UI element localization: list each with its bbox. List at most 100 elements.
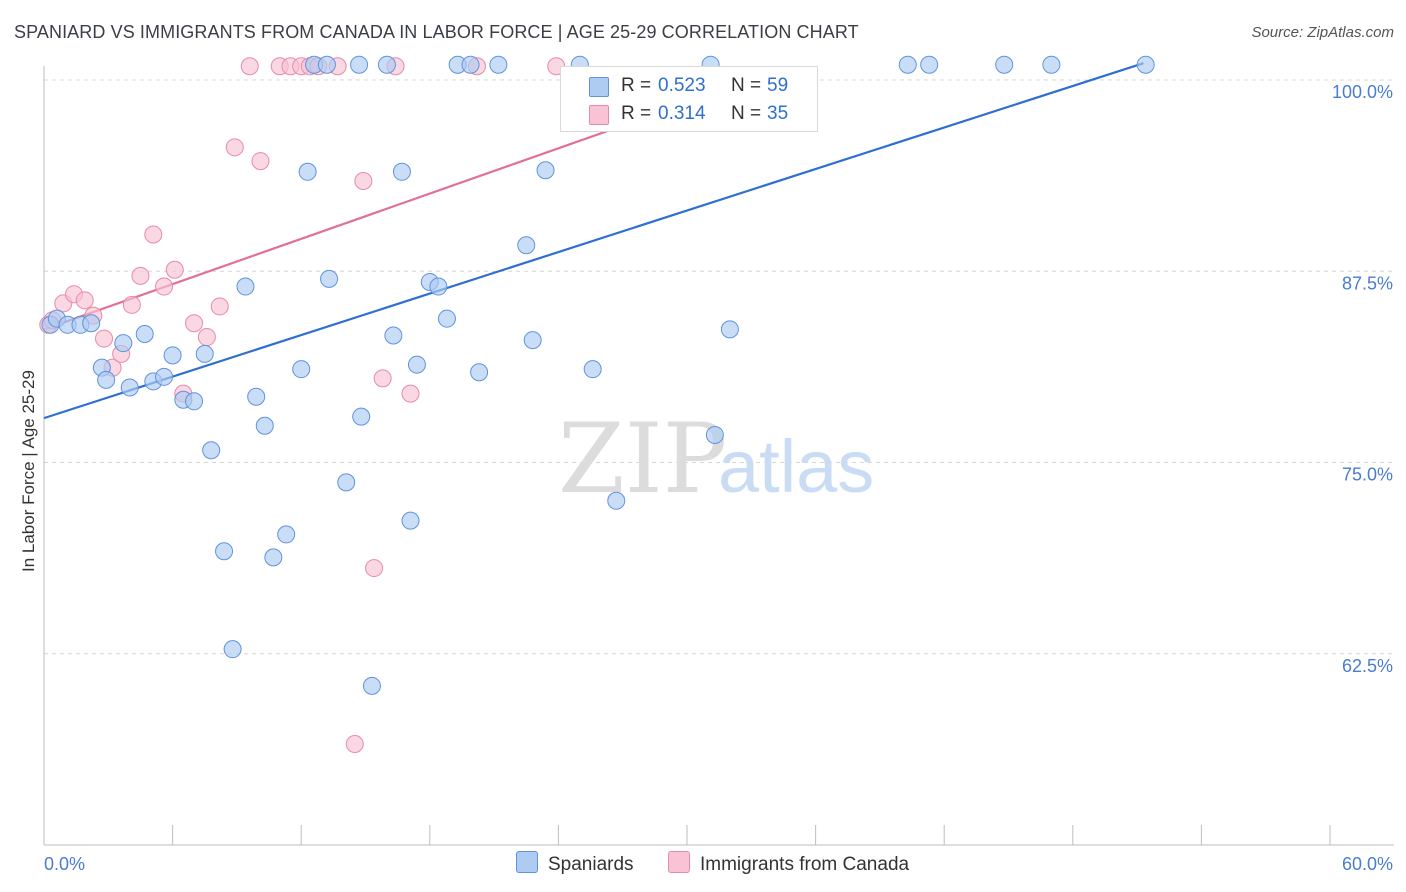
point-spaniards [195, 344, 214, 363]
point-canada [365, 559, 384, 578]
point-spaniards [223, 640, 242, 659]
point-spaniards [155, 367, 174, 386]
point-spaniards [523, 331, 542, 350]
point-spaniards [82, 314, 101, 333]
point-spaniards [898, 55, 917, 74]
legend-swatch-pink [589, 105, 609, 125]
source-credit: Source: ZipAtlas.com [1251, 24, 1394, 41]
point-spaniards [337, 473, 356, 492]
y-tick-label: 62.5% [1342, 656, 1393, 676]
n-value: 35 [767, 103, 789, 124]
x-tick-label: 60.0% [1342, 854, 1393, 874]
point-spaniards [429, 277, 448, 296]
point-spaniards [536, 161, 555, 180]
point-canada [165, 260, 184, 279]
point-spaniards [298, 162, 317, 181]
point-canada [131, 266, 150, 285]
chart-title: SPANIARD VS IMMIGRANTS FROM CANADA IN LA… [14, 22, 859, 42]
point-spaniards [120, 378, 139, 397]
point-spaniards [720, 320, 739, 339]
point-canada [225, 138, 244, 157]
point-spaniards [377, 55, 396, 74]
point-spaniards [1136, 55, 1155, 74]
point-spaniards [185, 392, 204, 411]
point-spaniards [292, 360, 311, 379]
r-value: 0.523 [658, 75, 706, 96]
point-canada [373, 369, 392, 388]
point-canada [240, 57, 259, 76]
point-spaniards [362, 676, 381, 695]
point-canada [122, 295, 141, 314]
y-tick-label: 100.0% [1332, 82, 1393, 102]
trend-line-canada [43, 108, 671, 331]
point-spaniards [489, 55, 508, 74]
watermark-atlas: atlas [718, 425, 874, 508]
point-canada [354, 171, 373, 190]
legend-swatch-blue [516, 851, 538, 873]
point-spaniards [470, 363, 489, 382]
point-spaniards [407, 355, 426, 374]
n-value: 59 [767, 75, 789, 96]
y-tick-label: 87.5% [1342, 273, 1393, 293]
gridlines [44, 79, 1394, 655]
r-value: 0.314 [658, 103, 706, 124]
point-spaniards [350, 55, 369, 74]
point-spaniards [114, 334, 133, 353]
r-label: R = [621, 75, 652, 96]
point-canada [144, 225, 163, 244]
point-spaniards [97, 370, 116, 389]
point-spaniards [384, 326, 403, 345]
r-label: R = [621, 103, 652, 124]
point-spaniards [352, 407, 371, 426]
legend-row-canada: R = 0.314 N = 35 [561, 101, 817, 129]
point-canada [197, 328, 216, 347]
point-spaniards [202, 441, 221, 460]
legend-label: Spaniards [548, 854, 634, 875]
point-spaniards [517, 236, 536, 255]
point-canada [345, 735, 364, 754]
legend-swatch-blue [589, 77, 609, 97]
point-spaniards [320, 269, 339, 288]
watermark: ZIP atlas [558, 403, 874, 515]
trend-line-spaniards [43, 62, 1144, 420]
point-spaniards [401, 511, 420, 530]
point-spaniards [392, 162, 411, 181]
point-spaniards [277, 525, 296, 544]
legend-item-canada: Immigrants from Canada [668, 851, 909, 876]
legend-row-spaniards: R = 0.523 N = 59 [561, 73, 817, 101]
point-canada [185, 314, 204, 333]
point-spaniards [920, 55, 939, 74]
y-tick-label: 75.0% [1342, 465, 1393, 485]
point-canada [95, 329, 114, 348]
point-spaniards [607, 491, 626, 510]
point-canada [251, 152, 270, 171]
legend-label: Immigrants from Canada [700, 854, 910, 875]
axes [43, 66, 1394, 846]
legend-swatch-pink [668, 851, 690, 873]
legend-stats: R = 0.523 N = 59 R = 0.314 N = 35 [560, 66, 818, 132]
point-canada [210, 297, 229, 316]
tick-labels: 62.5% 75.0% 87.5% 100.0% 0.0% 60.0% [44, 82, 1393, 874]
n-label: N = [731, 103, 762, 124]
data-points [39, 55, 1155, 754]
point-spaniards [264, 548, 283, 567]
point-spaniards [215, 542, 234, 561]
point-spaniards [705, 425, 724, 444]
n-label: N = [731, 75, 762, 96]
point-canada [75, 291, 94, 310]
point-spaniards [135, 324, 154, 343]
point-spaniards [236, 277, 255, 296]
point-spaniards [317, 55, 336, 74]
point-spaniards [247, 387, 266, 406]
point-spaniards [995, 55, 1014, 74]
point-spaniards [163, 346, 182, 365]
point-spaniards [437, 309, 456, 328]
point-spaniards [255, 416, 274, 435]
point-spaniards [461, 55, 480, 74]
legend-item-spaniards: Spaniards [516, 851, 634, 876]
point-canada [401, 384, 420, 403]
point-spaniards [1042, 55, 1061, 74]
point-spaniards [583, 360, 602, 379]
x-tick-label: 0.0% [44, 854, 85, 874]
